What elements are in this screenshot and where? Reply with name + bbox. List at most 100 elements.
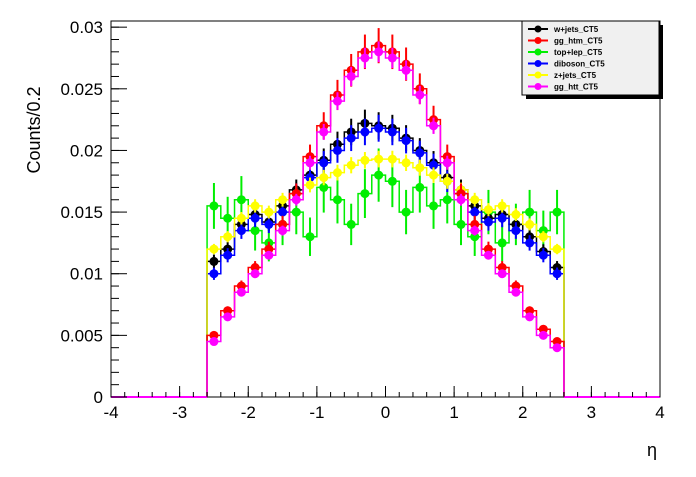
series-step-line bbox=[206, 158, 565, 397]
x-tick-label: 1 bbox=[449, 403, 458, 422]
data-point bbox=[291, 207, 301, 217]
data-point bbox=[470, 226, 480, 236]
y-tick-label: 0.02 bbox=[70, 141, 103, 160]
data-point bbox=[223, 250, 233, 260]
data-point bbox=[305, 180, 315, 190]
data-point bbox=[525, 207, 535, 217]
data-point bbox=[250, 226, 260, 236]
data-point bbox=[538, 250, 548, 260]
data-point bbox=[415, 148, 425, 158]
data-point bbox=[305, 232, 315, 242]
data-point bbox=[250, 201, 260, 211]
data-point bbox=[360, 127, 370, 137]
data-point bbox=[209, 256, 219, 266]
x-tick-label: 3 bbox=[587, 403, 596, 422]
data-point bbox=[387, 154, 397, 164]
data-point bbox=[429, 170, 439, 180]
data-point bbox=[278, 207, 288, 217]
data-point bbox=[346, 219, 356, 229]
data-point bbox=[525, 238, 535, 248]
legend-items: w+jets_CT5 gg_htm_CT5 top+lep_CT5 diboson_C… bbox=[528, 25, 605, 92]
data-point bbox=[538, 226, 548, 236]
x-tick-label: -4 bbox=[103, 403, 118, 422]
data-point bbox=[346, 133, 356, 143]
data-point bbox=[278, 195, 288, 205]
data-point bbox=[264, 244, 274, 254]
data-point bbox=[332, 96, 342, 106]
data-point bbox=[291, 195, 301, 205]
data-point bbox=[209, 337, 219, 347]
data-point bbox=[525, 219, 535, 229]
data-point bbox=[319, 173, 329, 183]
y-tick-label: 0.005 bbox=[60, 326, 103, 345]
x-axis-title: η bbox=[647, 440, 657, 460]
x-tick-label: -1 bbox=[309, 403, 324, 422]
data-point bbox=[470, 207, 480, 217]
data-point bbox=[209, 244, 219, 254]
data-point bbox=[374, 154, 384, 164]
data-point bbox=[552, 269, 562, 279]
legend-marker bbox=[534, 48, 542, 56]
legend-label: diboson_CT5 bbox=[554, 60, 605, 69]
data-point bbox=[209, 330, 219, 340]
data-point bbox=[456, 219, 466, 229]
data-point bbox=[250, 269, 260, 279]
y-axis-title: Counts/0.2 bbox=[24, 86, 44, 173]
series-step-line bbox=[206, 174, 565, 397]
data-point bbox=[360, 155, 370, 165]
data-point bbox=[442, 158, 452, 168]
data-point bbox=[374, 123, 384, 133]
series-top+lep_CT5 bbox=[111, 148, 660, 398]
data-point bbox=[401, 207, 411, 217]
data-point bbox=[401, 158, 411, 168]
data-point bbox=[264, 219, 274, 229]
data-point bbox=[278, 219, 288, 229]
data-point bbox=[250, 263, 260, 273]
data-point bbox=[470, 195, 480, 205]
data-point bbox=[346, 160, 356, 170]
data-point bbox=[387, 127, 397, 137]
data-point bbox=[346, 71, 356, 81]
data-point bbox=[223, 213, 233, 223]
legend-marker bbox=[534, 60, 542, 67]
data-point bbox=[278, 226, 288, 236]
data-point bbox=[525, 306, 535, 316]
x-tick-label: 2 bbox=[518, 403, 527, 422]
data-point bbox=[497, 213, 507, 223]
data-point bbox=[497, 238, 507, 248]
legend-box bbox=[521, 20, 660, 96]
data-point bbox=[209, 269, 219, 279]
legend-label: top+lep_CT5 bbox=[554, 48, 603, 57]
y-tick-label: 0.03 bbox=[70, 18, 103, 37]
data-point bbox=[319, 182, 329, 192]
series-diboson_CT5 bbox=[111, 114, 660, 398]
data-point bbox=[332, 168, 342, 178]
data-point bbox=[483, 250, 493, 260]
data-point bbox=[319, 127, 329, 137]
data-point bbox=[305, 158, 315, 168]
data-point bbox=[374, 170, 384, 180]
x-tick-label: 0 bbox=[381, 403, 390, 422]
data-point bbox=[442, 176, 452, 186]
data-point bbox=[552, 207, 562, 217]
data-point bbox=[360, 53, 370, 63]
data-point bbox=[236, 287, 246, 297]
series-w+jets_CT5 bbox=[111, 109, 660, 398]
data-point bbox=[236, 281, 246, 291]
series-z+jets_CT5 bbox=[111, 150, 660, 398]
data-point bbox=[223, 232, 233, 242]
data-point bbox=[483, 244, 493, 254]
legend-item: top+lep_CT5 bbox=[528, 48, 603, 57]
data-point bbox=[264, 250, 274, 260]
data-point bbox=[429, 160, 439, 170]
data-point bbox=[497, 201, 507, 211]
data-point bbox=[236, 213, 246, 223]
data-point bbox=[401, 136, 411, 146]
legend-marker bbox=[534, 37, 542, 44]
data-point bbox=[538, 232, 548, 242]
axes-layer: -4 -3 -2 -1 0 1 2 3 4 0 0.005 0.01 0.015 0.02 0.025 0.0… bbox=[60, 18, 664, 422]
data-point bbox=[552, 343, 562, 353]
series-step-line bbox=[206, 127, 565, 397]
data-point bbox=[456, 195, 466, 205]
